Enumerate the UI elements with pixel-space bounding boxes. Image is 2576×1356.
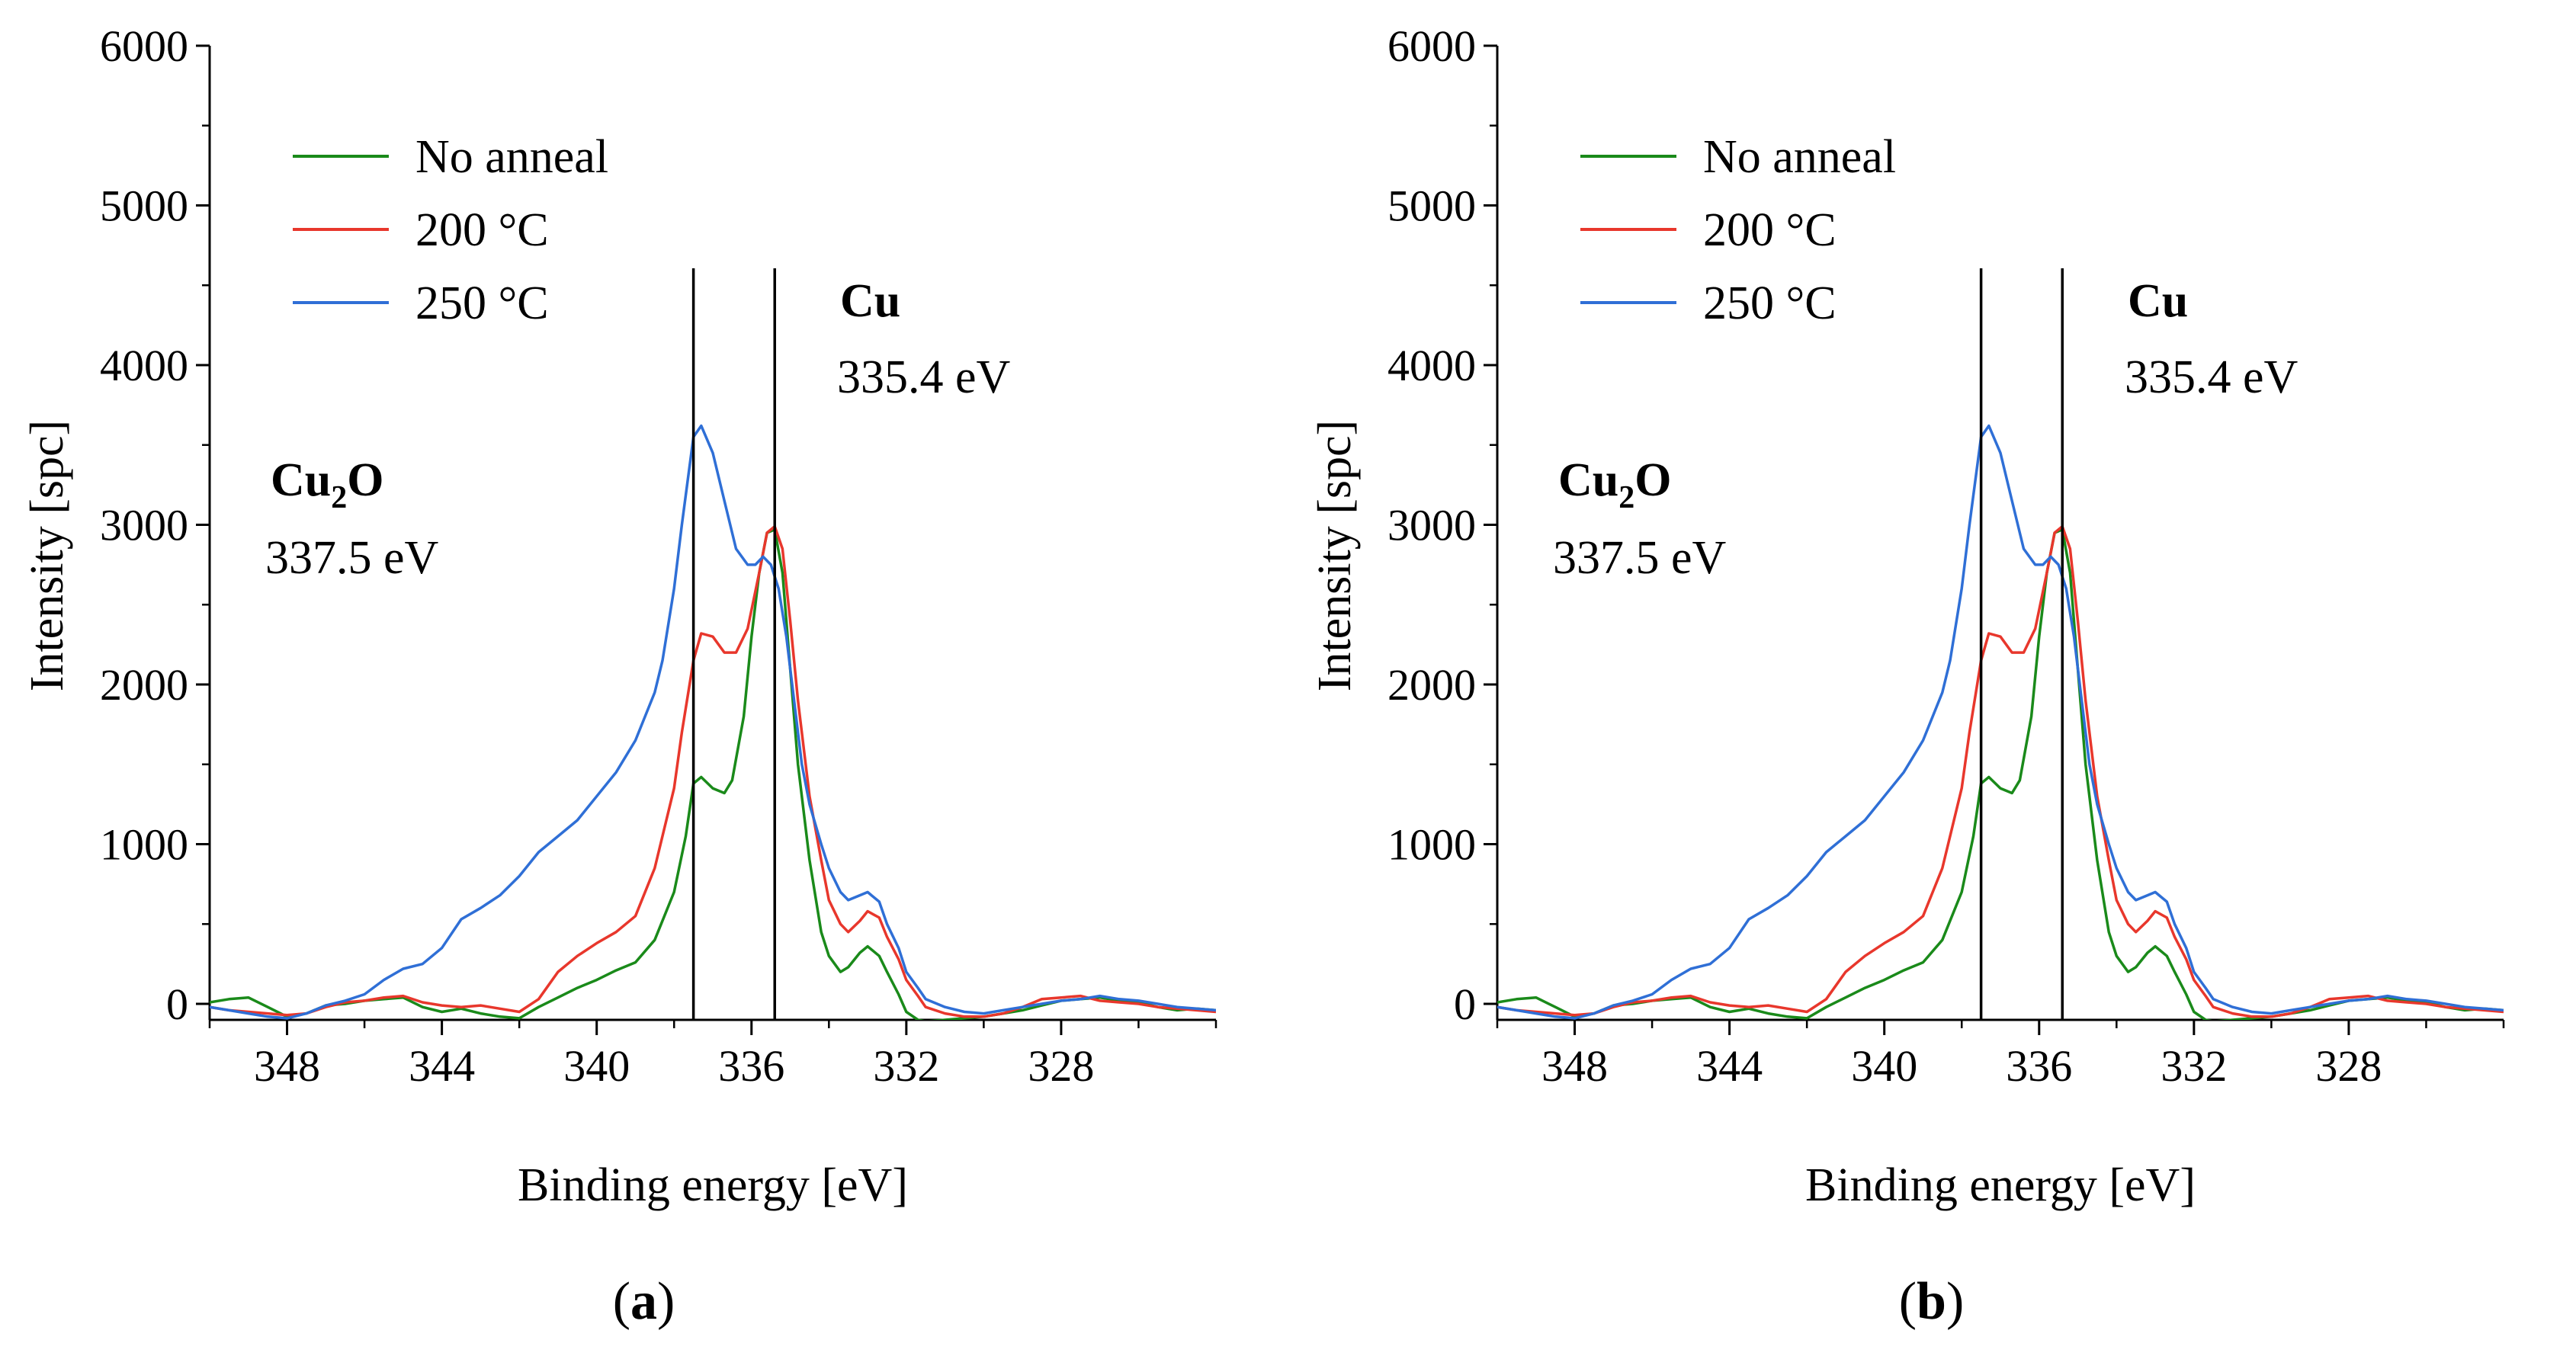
legend-entry: 200 °C	[1703, 204, 1837, 256]
x-tick-label: 344	[1696, 1041, 1763, 1091]
series-line-2	[1497, 424, 2504, 1020]
x-tick-label: 348	[1541, 1041, 1608, 1091]
y-tick-label: 1000	[100, 820, 188, 870]
x-tick-label: 336	[718, 1041, 784, 1091]
panel-caption-b: (b)	[1898, 1272, 1965, 1331]
y-tick-label: 3000	[1387, 501, 1476, 550]
reference-label: Cu2O	[271, 454, 384, 515]
y-tick-label: 2000	[1387, 660, 1476, 710]
reference-value-label: 337.5 eV	[265, 532, 439, 584]
y-tick-label: 4000	[100, 341, 188, 390]
series-line-0	[210, 528, 1216, 1020]
y-tick-label: 2000	[100, 660, 188, 710]
reference-value-label: 335.4 eV	[2125, 351, 2299, 403]
panel-label-a: a	[630, 1272, 657, 1331]
y-tick-label: 6000	[100, 21, 188, 71]
x-tick-label: 336	[2006, 1041, 2072, 1091]
y-axis-label: Intensity [spc]	[21, 420, 73, 691]
reference-label: Cu	[2128, 275, 2188, 327]
y-tick-label: 3000	[100, 501, 188, 550]
legend-entry: No anneal	[1703, 131, 1896, 183]
y-axis-label: Intensity [spc]	[1309, 420, 1361, 691]
x-tick-label: 328	[1028, 1041, 1094, 1091]
series-line-1	[1497, 524, 2504, 1018]
series-line-2	[210, 424, 1216, 1020]
panel-label-b: b	[1917, 1272, 1946, 1331]
legend-entry: No anneal	[415, 131, 608, 183]
series-line-0	[1497, 528, 2504, 1020]
x-tick-label: 340	[1851, 1041, 1917, 1091]
legend-entry: 200 °C	[415, 204, 549, 256]
legend-entry: 250 °C	[1703, 277, 1837, 329]
reference-value-label: 337.5 eV	[1553, 532, 1727, 584]
y-tick-label: 6000	[1387, 21, 1476, 71]
x-axis-label: Binding energy [eV]	[1805, 1159, 2196, 1211]
legend-entry: 250 °C	[415, 277, 549, 329]
panel-caption-a: (a)	[612, 1272, 675, 1331]
y-tick-label: 0	[1454, 979, 1476, 1029]
y-tick-label: 0	[166, 979, 188, 1029]
reference-label: Cu	[840, 275, 900, 327]
x-axis-label: Binding energy [eV]	[518, 1159, 908, 1211]
chart-panel-a: 0 1000 2000 3000 4000 5000 6000 348 344 340 336 332…	[21, 21, 1217, 1331]
x-tick-label: 344	[409, 1041, 475, 1091]
y-tick-label: 4000	[1387, 341, 1476, 390]
y-tick-label: 5000	[1387, 181, 1476, 231]
x-tick-label: 328	[2315, 1041, 2382, 1091]
chart-b: 0 1000 2000 3000 4000 5000 6000 348 344 340 336 332…	[1309, 21, 2505, 1211]
reference-value-label: 335.4 eV	[837, 351, 1011, 403]
chart-panel-b: 0 1000 2000 3000 4000 5000 6000 348 344 340 336 332…	[1288, 0, 2575, 1356]
x-tick-label: 332	[2161, 1041, 2227, 1091]
chart-a: 0 1000 2000 3000 4000 5000 6000 348 344 340 336 332…	[21, 21, 1217, 1211]
series-line-1	[210, 524, 1216, 1018]
y-tick-label: 5000	[100, 181, 188, 231]
y-tick-label: 1000	[1387, 820, 1476, 870]
reference-label: Cu2O	[1558, 454, 1672, 515]
x-tick-label: 340	[563, 1041, 630, 1091]
x-tick-label: 332	[873, 1041, 939, 1091]
x-tick-label: 348	[254, 1041, 320, 1091]
